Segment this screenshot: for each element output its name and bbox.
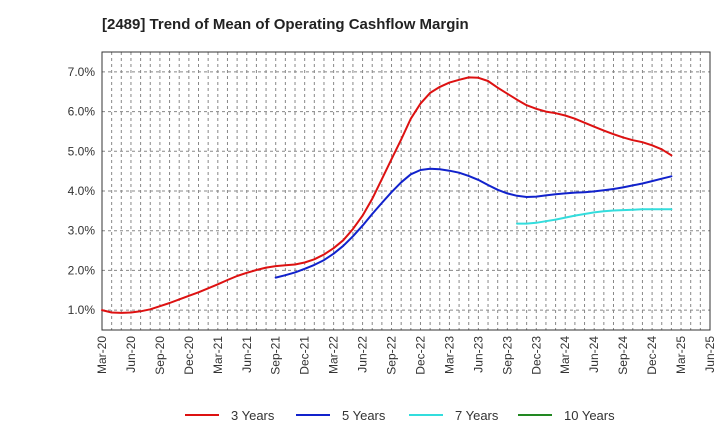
y-tick-label: 7.0%: [68, 65, 96, 79]
x-tick-label: Jun-23: [471, 336, 485, 373]
y-axis-ticks: 1.0% 2.0% 3.0% 4.0% 5.0% 6.0% 7.0%: [68, 65, 96, 317]
legend: 3 Years 5 Years 7 Years 10 Years: [0, 404, 720, 426]
x-axis-ticks: Mar-20 Jun-20 Sep-20 Dec-20 Mar-21 Jun-21 Sep-…: [95, 336, 717, 375]
legend-swatch-3-years: [185, 414, 219, 416]
y-tick-label: 5.0%: [68, 144, 96, 158]
y-tick-label: 1.0%: [68, 303, 96, 317]
x-tick-label: Dec-24: [645, 336, 659, 375]
x-tick-label: Sep-24: [616, 336, 630, 375]
legend-item-5-years: 5 Years: [296, 404, 385, 426]
x-tick-label: Mar-22: [327, 336, 341, 374]
x-tick-label: Sep-21: [269, 336, 283, 375]
y-tick-label: 6.0%: [68, 105, 96, 119]
x-tick-label: Dec-22: [413, 336, 427, 375]
legend-swatch-5-years: [296, 414, 330, 416]
chart-title: [2489] Trend of Mean of Operating Cashfl…: [102, 16, 469, 33]
axes: [101, 51, 711, 331]
legend-swatch-10-years: [518, 414, 552, 416]
series-line-5-years: [274, 167, 673, 279]
x-tick-label: Sep-23: [500, 336, 514, 375]
x-tick-label: Mar-23: [442, 336, 456, 374]
y-tick-label: 2.0%: [68, 263, 96, 277]
x-tick-label: Jun-22: [356, 336, 370, 373]
legend-item-3-years: 3 Years: [185, 404, 274, 426]
x-tick-label: Mar-24: [558, 336, 572, 374]
x-tick-label: Jun-24: [587, 336, 601, 373]
x-tick-label: Mar-20: [95, 336, 109, 374]
series-lines: [101, 76, 673, 314]
plot-frame: [101, 51, 711, 331]
legend-label-7-years: 7 Years: [455, 407, 499, 423]
x-tick-label: Jun-20: [124, 336, 138, 373]
legend-swatch-7-years: [409, 414, 443, 416]
x-tick-label: Dec-23: [529, 336, 543, 375]
legend-label-5-years: 5 Years: [342, 407, 386, 423]
grid-lines: [102, 52, 710, 330]
legend-item-7-years: 7 Years: [409, 404, 498, 426]
legend-label-10-years: 10 Years: [564, 407, 615, 423]
series-line-3-years: [101, 76, 673, 314]
x-tick-label: Dec-20: [182, 336, 196, 375]
x-tick-label: Jun-25: [703, 336, 717, 373]
y-tick-label: 4.0%: [68, 184, 96, 198]
x-tick-label: Dec-21: [298, 336, 312, 375]
y-tick-label: 3.0%: [68, 224, 96, 238]
legend-item-10-years: 10 Years: [518, 404, 615, 426]
x-tick-label: Sep-20: [153, 336, 167, 375]
series-line-7-years: [516, 208, 673, 225]
x-tick-label: Mar-21: [211, 336, 225, 374]
x-tick-label: Jun-21: [240, 336, 254, 373]
x-tick-label: Sep-22: [385, 336, 399, 375]
legend-label-3-years: 3 Years: [231, 407, 275, 423]
x-tick-label: Mar-25: [674, 336, 688, 374]
